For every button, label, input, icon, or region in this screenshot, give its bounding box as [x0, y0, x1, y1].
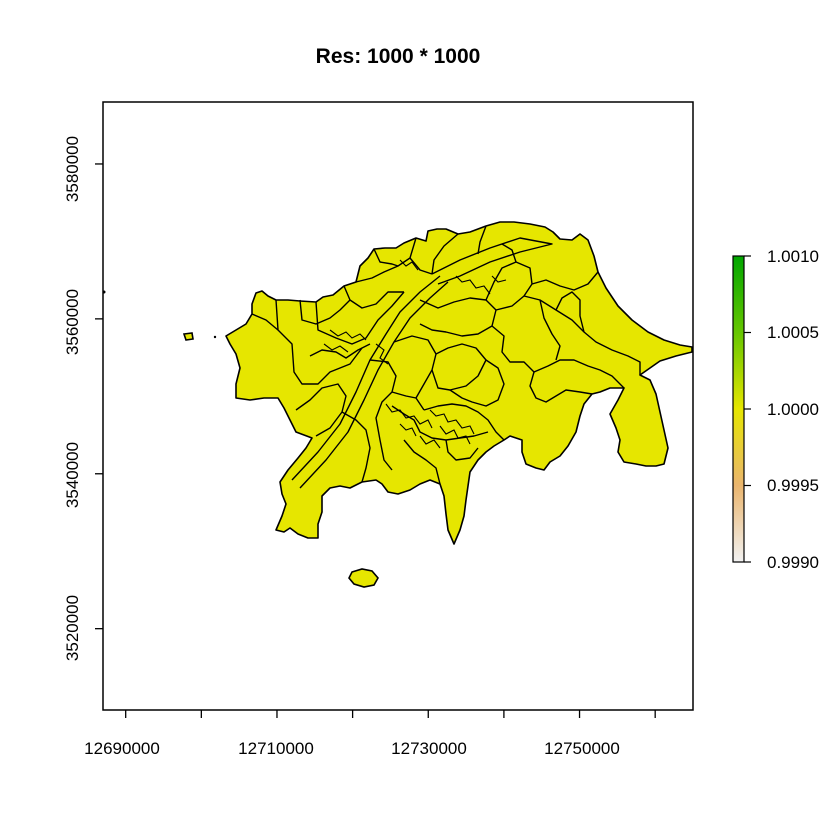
district-boundaries: [251, 225, 641, 489]
region-islet-west: [182, 332, 194, 341]
y-axis: 3520000 3540000 3560000 3580000: [63, 136, 103, 661]
legend-label-0: 1.0010: [767, 247, 819, 266]
color-legend: 1.0010 1.0005 1.0000 0.9995 0.9990: [732, 247, 819, 572]
chart-title: Res: 1000 * 1000: [316, 45, 481, 68]
plot-frame: [102, 101, 694, 711]
legend-label-3: 0.9995: [767, 476, 819, 495]
legend-label-4: 0.9990: [767, 553, 819, 572]
x-tick-label-1: 12710000: [238, 739, 314, 758]
y-tick-label-3: 3580000: [63, 136, 82, 202]
legend-colorbar: [732, 255, 745, 563]
x-axis-ticks: [125, 710, 656, 718]
map-regions: [103, 221, 693, 588]
region-island-south: [348, 568, 379, 588]
legend-ticks: [744, 255, 751, 563]
y-tick-label-1: 3540000: [63, 442, 82, 508]
y-tick-label-2: 3560000: [63, 289, 82, 355]
legend-label-2: 1.0000: [767, 400, 819, 419]
legend-label-1: 1.0005: [767, 323, 819, 342]
y-tick-label-0: 3520000: [63, 595, 82, 661]
y-axis-ticks: [95, 163, 103, 630]
x-axis: 12690000 12710000 12730000 12750000: [84, 710, 656, 758]
x-tick-label-2: 12730000: [391, 739, 467, 758]
region-islet-small: [213, 335, 217, 339]
x-tick-label-3: 12750000: [544, 739, 620, 758]
x-tick-label-0: 12690000: [84, 739, 160, 758]
region-main: [225, 221, 693, 545]
boundary-clusters: [323, 259, 507, 449]
